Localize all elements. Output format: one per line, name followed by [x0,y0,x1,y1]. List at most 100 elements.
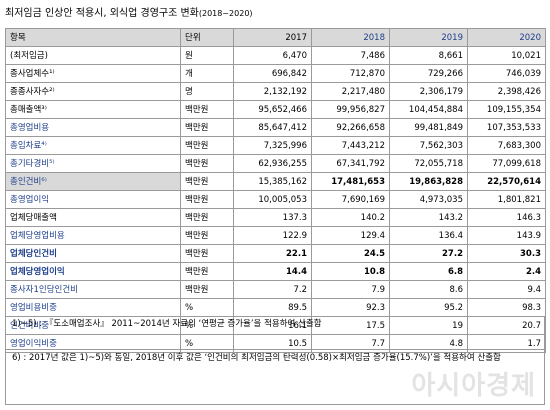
cell-2019: 2,306,179 [389,82,468,101]
header-year-2019: 2019 [389,28,468,47]
row-unit: 백만원 [180,244,234,263]
row-unit: 백만원 [180,226,234,245]
header-year-2020: 2020 [467,28,546,47]
cell-2019: 6.8 [389,262,468,281]
row-label: 총영업비용 [5,118,181,137]
cell-2018: 7.9 [311,280,390,299]
cell-2019: 104,454,884 [389,100,468,119]
cell-2017: 7,325,996 [233,136,312,155]
cell-2017: 95,652,466 [233,100,312,119]
table-row: 총기타경비⁵⁾ 백만원 62,936,255 67,341,792 72,055… [5,154,546,173]
row-label: 총임차료⁴⁾ [5,136,181,155]
row-label: 업체당인건비 [5,244,181,263]
row-unit: 백만원 [180,136,234,155]
cell-2018: 24.5 [311,244,390,263]
cell-2017: 2,132,192 [233,82,312,101]
row-unit: 백만원 [180,280,234,299]
table-row: 종사자1인당인건비 백만원 7.2 7.9 8.6 9.4 [5,280,546,299]
cell-2020: 746,039 [467,64,546,83]
cell-2019: 4,973,035 [389,190,468,209]
row-label: 종사자1인당인건비 [5,280,181,299]
cell-2017: 137.3 [233,208,312,227]
cell-2020: 7,683,300 [467,136,546,155]
table-row: 업체당영업비용 백만원 122.9 129.4 136.4 143.9 [5,226,546,245]
cell-2019: 8.6 [389,280,468,299]
cell-2019: 143.2 [389,208,468,227]
watermark-logo: 아시아경제 [411,371,536,401]
footnote-6: 6) : 2017년 값은 1)~5)와 동일, 2018년 이후 값은 ‘인건… [5,350,545,405]
table-row: 총영업이익 백만원 10,005,053 7,690,169 4,973,035… [5,190,546,209]
cell-2017: 89.5 [233,298,312,317]
row-label: 영업비용비중 [5,298,181,317]
cell-2017: 85,647,412 [233,118,312,137]
table-row: 총영업비용 백만원 85,647,412 92,266,658 99,481,8… [5,118,546,137]
cell-2019: 7,562,303 [389,136,468,155]
cell-2020: 98.3 [467,298,546,317]
cell-2017: 15,385,162 [233,172,312,191]
cell-2020: 9.4 [467,280,546,299]
table-row: 종사업체수¹⁾ 개 696,842 712,870 729,266 746,03… [5,64,546,83]
row-label: 종종사자수²⁾ [5,82,181,101]
cell-2019: 729,266 [389,64,468,83]
row-unit: 백만원 [180,100,234,119]
cell-2018: 712,870 [311,64,390,83]
cell-2019: 136.4 [389,226,468,245]
cell-2017: 14.4 [233,262,312,281]
cell-2017: 122.9 [233,226,312,245]
cell-2018: 10.8 [311,262,390,281]
table-row: 총인건비⁶⁾ 백만원 15,385,162 17,481,653 19,863,… [5,172,546,191]
cell-2020: 2,398,426 [467,82,546,101]
cell-2020: 109,155,354 [467,100,546,119]
cell-2020: 77,099,618 [467,154,546,173]
row-label: 업체당영업이익 [5,262,181,281]
cell-2018: 92,266,658 [311,118,390,137]
cell-2018: 92.3 [311,298,390,317]
row-unit: 원 [180,46,234,65]
title-main: 최저임금 인상안 적용시, 외식업 경영구조 변화 [5,8,199,19]
cell-2020: 1,801,821 [467,190,546,209]
cell-2020: 1.7 [467,334,546,353]
cell-2019: 99,481,849 [389,118,468,137]
row-label: 총기타경비⁵⁾ [5,154,181,173]
footnote-1-5: 1)~5) : 『도소매업조사』 2011~2014년 자료의 ‘연평균 증가율… [5,316,545,350]
cell-2020: 22,570,614 [467,172,546,191]
cell-2017: 62,936,255 [233,154,312,173]
table-row: 종종사자수²⁾ 명 2,132,192 2,217,480 2,306,179 … [5,82,546,101]
cell-2020: 143.9 [467,226,546,245]
row-label: 종사업체수¹⁾ [5,64,181,83]
table-header-row: 항목 단위 2017 2018 2019 2020 [5,28,546,47]
row-unit: 백만원 [180,262,234,281]
row-unit: 백만원 [180,208,234,227]
row-label: 총인건비⁶⁾ [5,172,181,191]
row-label: 업체당영업비용 [5,226,181,245]
cell-2018: 17,481,653 [311,172,390,191]
row-unit: % [180,298,234,317]
row-label: (최저임금) [5,46,181,65]
cell-2018: 7,690,169 [311,190,390,209]
cell-2019: 19,863,828 [389,172,468,191]
cell-2018: 67,341,792 [311,154,390,173]
cell-2017: 7.2 [233,280,312,299]
cell-2020: 10,021 [467,46,546,65]
table-row: 영업비용비중 % 89.5 92.3 95.2 98.3 [5,298,546,317]
cell-2018: 7,486 [311,46,390,65]
row-label: 영업이익비중 [5,334,181,353]
cell-2017: 10,005,053 [233,190,312,209]
cell-2020: 146.3 [467,208,546,227]
cell-2018: 99,956,827 [311,100,390,119]
table-row: 총매출액³⁾ 백만원 95,652,466 99,956,827 104,454… [5,100,546,119]
row-label: 총매출액³⁾ [5,100,181,119]
row-unit: 개 [180,64,234,83]
document-title: 최저임금 인상안 적용시, 외식업 경영구조 변화(2018~2020) [5,5,545,23]
row-label: 업체당매출액 [5,208,181,227]
data-table: 항목 단위 2017 2018 2019 2020 (최저임금) 원 6,470… [5,28,546,353]
table-row: 업체당인건비 백만원 22.1 24.5 27.2 30.3 [5,244,546,263]
cell-2019: 8,661 [389,46,468,65]
cell-2020: 30.3 [467,244,546,263]
cell-2020: 107,353,533 [467,118,546,137]
row-unit: 백만원 [180,190,234,209]
cell-2019: 72,055,718 [389,154,468,173]
table-row: (최저임금) 원 6,470 7,486 8,661 10,021 [5,46,546,65]
row-unit: % [180,334,234,353]
cell-2018: 129.4 [311,226,390,245]
